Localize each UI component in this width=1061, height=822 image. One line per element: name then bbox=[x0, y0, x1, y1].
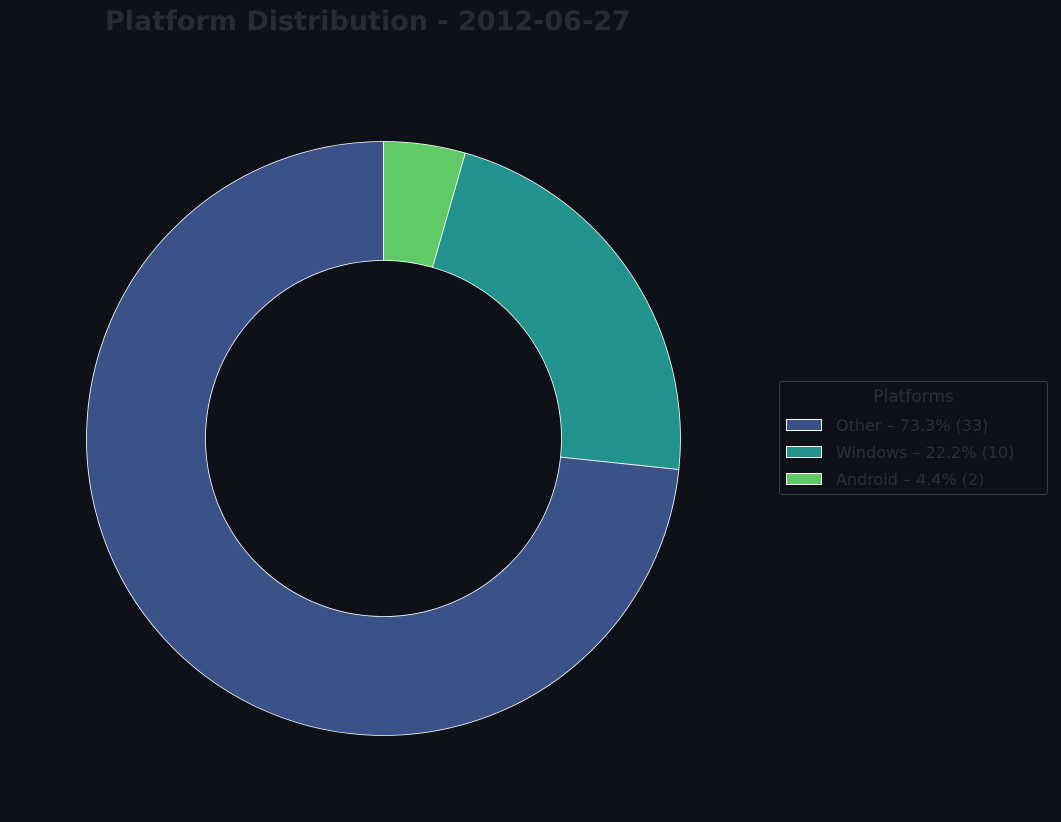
legend-swatch-android bbox=[786, 473, 822, 485]
legend-swatch-windows bbox=[786, 446, 822, 458]
slice-windows bbox=[432, 152, 681, 470]
legend-item-other: Other – 73.3% (33) bbox=[786, 415, 989, 435]
legend-label-android: Android – 4.4% (2) bbox=[836, 469, 985, 489]
slice-other bbox=[86, 141, 680, 736]
legend: Platforms Other – 73.3% (33) Windows – 2… bbox=[779, 381, 1048, 495]
legend-item-android: Android – 4.4% (2) bbox=[786, 469, 985, 489]
legend-title: Platforms bbox=[873, 387, 954, 407]
legend-item-windows: Windows – 22.2% (10) bbox=[786, 442, 1015, 462]
legend-swatch-other bbox=[786, 419, 822, 431]
chart-title: Platform Distribution - 2012-06-27 bbox=[105, 6, 631, 37]
legend-label-windows: Windows – 22.2% (10) bbox=[836, 442, 1015, 462]
legend-label-other: Other – 73.3% (33) bbox=[836, 415, 989, 435]
